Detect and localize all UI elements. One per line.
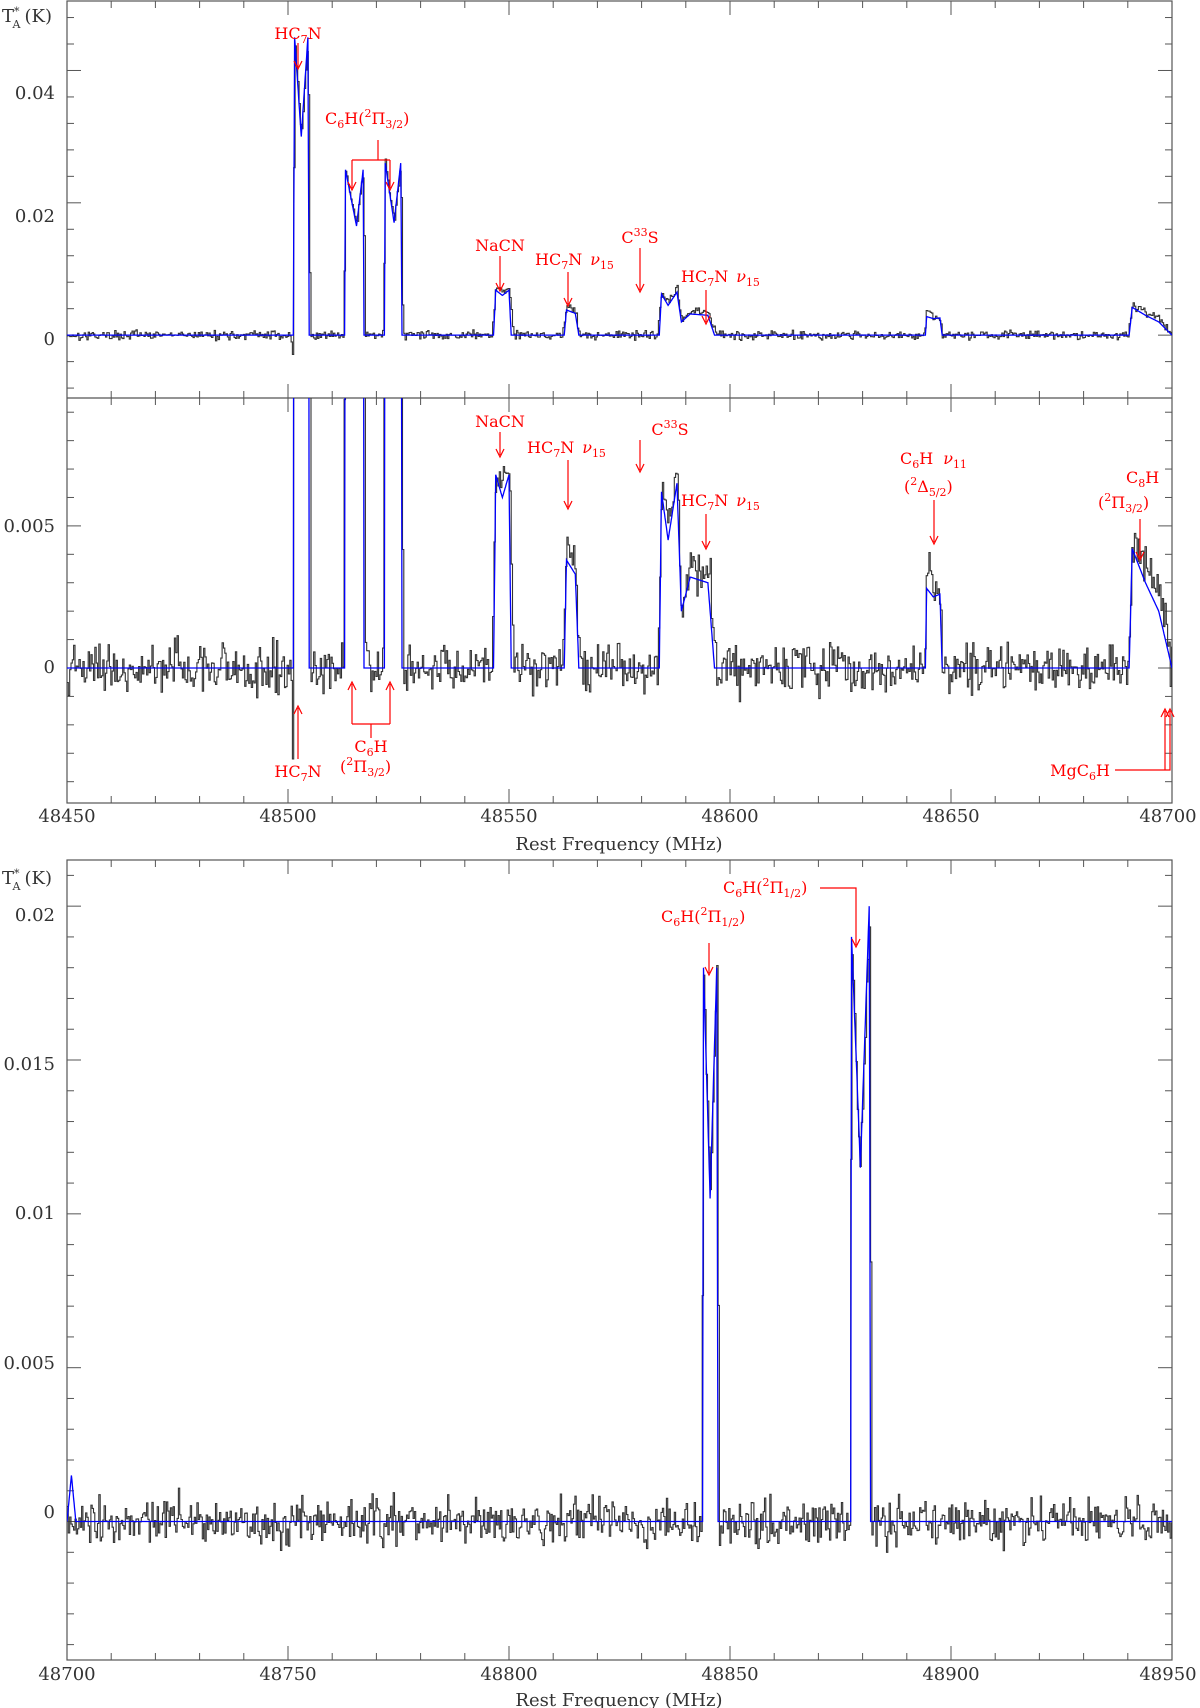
ytick-label-mid-0: 0 (44, 657, 55, 678)
arrowhead (347, 680, 395, 691)
ytick-label-bot-0.015: 0.015 (3, 1054, 55, 1075)
y-axis-title-bottom: T* A (K) (2, 867, 52, 893)
arrowhead (635, 283, 645, 294)
annotation-c8h-mid: C8H (1126, 468, 1159, 490)
xtick-label-lower-48750: 48750 (259, 1664, 316, 1685)
panel-middle-traces (67, 398, 1172, 760)
model-fit-top (67, 37, 1172, 336)
ytick-label-top-0: 0 (44, 329, 55, 350)
y-tick-labels: 0 0.02 0.04 0 0.005 0 0.005 0.01 0.015 0… (3, 83, 55, 1523)
annotation-hc7n-mid: HC7N (274, 762, 321, 784)
xtick-label-lower-48700: 48700 (38, 1664, 95, 1685)
panel-top-traces (67, 37, 1172, 355)
xtick-label-upper-48700: 48700 (1139, 806, 1196, 827)
annotation-c6h-12-b: C6H(2Π1/2) (723, 876, 807, 900)
annotation-hc7n-v15-top: HC7N ν15 (535, 250, 614, 272)
annotation-hc7n-v15b-top: HC7N ν15 (681, 267, 760, 289)
arrowhead (851, 938, 861, 949)
arrowhead (929, 535, 939, 546)
arrowhead (495, 448, 505, 459)
spectral-traces (67, 37, 1172, 1553)
annotation-nacn-top: NaCN (475, 236, 525, 255)
arrowhead (495, 282, 505, 293)
annotation-bracket (820, 887, 857, 945)
arrowhead (1160, 707, 1175, 718)
arrowhead (704, 966, 714, 977)
arrowhead (701, 540, 711, 551)
xtick-label-lower-48850: 48850 (701, 1664, 758, 1685)
annotation-c8h-state: (2Π3/2) (1098, 491, 1149, 515)
annotation-nacn-mid: NaCN (475, 412, 525, 431)
axis-ticks (66, 1, 1173, 1660)
lower-plot-frame (66, 859, 1173, 1661)
arrowhead (563, 500, 573, 511)
annotation-bracket (351, 684, 391, 738)
ytick-label-bot-0.02: 0.02 (15, 905, 55, 926)
xtick-label-upper-48550: 48550 (480, 806, 537, 827)
xtick-label-lower-48800: 48800 (480, 1664, 537, 1685)
ytick-label-bot-0.005: 0.005 (3, 1353, 55, 1374)
ytick-label-bot-0.01: 0.01 (15, 1203, 55, 1224)
annotation-hc7n-top: HC7N (274, 24, 321, 46)
arrowhead (563, 297, 573, 308)
ytick-label-mid-0.005: 0.005 (3, 516, 55, 537)
annotation-c6h-32-mid-state: (2Π3/2) (340, 755, 391, 779)
observed-spectrum-top (67, 45, 1172, 355)
arrowhead (347, 181, 395, 192)
arrowhead (701, 315, 711, 326)
line-annotations (293, 43, 1175, 977)
annotation-bracket (1115, 711, 1171, 771)
annotation-hc7n-v15-mid: HC7N ν15 (527, 438, 606, 460)
arrowhead (293, 60, 303, 71)
annotation-c33s-top: C33S (621, 226, 658, 247)
annotation-c33s-mid: C33S (651, 418, 688, 439)
ytick-label-bot-0: 0 (44, 1502, 55, 1523)
x-axis-title-lower: Rest Frequency (MHz) (515, 1690, 722, 1708)
annotation-c6h-12-a: C6H(2Π1/2) (661, 905, 745, 929)
ytick-label-top-0.02: 0.02 (15, 206, 55, 227)
y-axis-title-top: T* A (K) (2, 5, 52, 31)
xtick-label-upper-48650: 48650 (922, 806, 979, 827)
annotation-labels: HC7N C6H(2Π3/2) NaCN HC7N ν15 C33S HC7N ν1… (274, 24, 1159, 929)
annotation-mgc6h-mid: MgC6H (1050, 761, 1110, 783)
annotation-c6h-v11-mid: C6H ν11 (900, 449, 967, 471)
annotation-bracket (351, 140, 391, 188)
xtick-label-upper-48600: 48600 (701, 806, 758, 827)
x-axis-title-upper: Rest Frequency (MHz) (515, 834, 722, 855)
observed-spectrum-bottom (67, 926, 1172, 1553)
annotation-c6h-v11-state: (2Δ5/2) (904, 475, 953, 499)
xtick-label-lower-48950: 48950 (1139, 1664, 1196, 1685)
observed-spectrum-middle (67, 398, 1172, 760)
model-fit-bottom (67, 906, 1172, 1523)
ytick-label-top-0.04: 0.04 (15, 83, 55, 104)
arrowhead (1135, 551, 1145, 562)
annotation-hc7n-v15b-mid: HC7N ν15 (681, 491, 760, 513)
xtick-label-lower-48900: 48900 (922, 1664, 979, 1685)
arrowhead (635, 463, 645, 474)
x-tick-labels: 48450 48500 48550 48600 48650 48700 4870… (38, 806, 1196, 1685)
model-fit-middle (67, 398, 1172, 669)
arrowhead (293, 704, 303, 715)
panel-bottom-traces (67, 906, 1172, 1553)
xtick-label-upper-48450: 48450 (38, 806, 95, 827)
annotation-c6h-32-mid: C6H (354, 737, 387, 759)
xtick-label-upper-48500: 48500 (259, 806, 316, 827)
annotation-c6h-32-top: C6H(2Π3/2) (325, 107, 409, 131)
